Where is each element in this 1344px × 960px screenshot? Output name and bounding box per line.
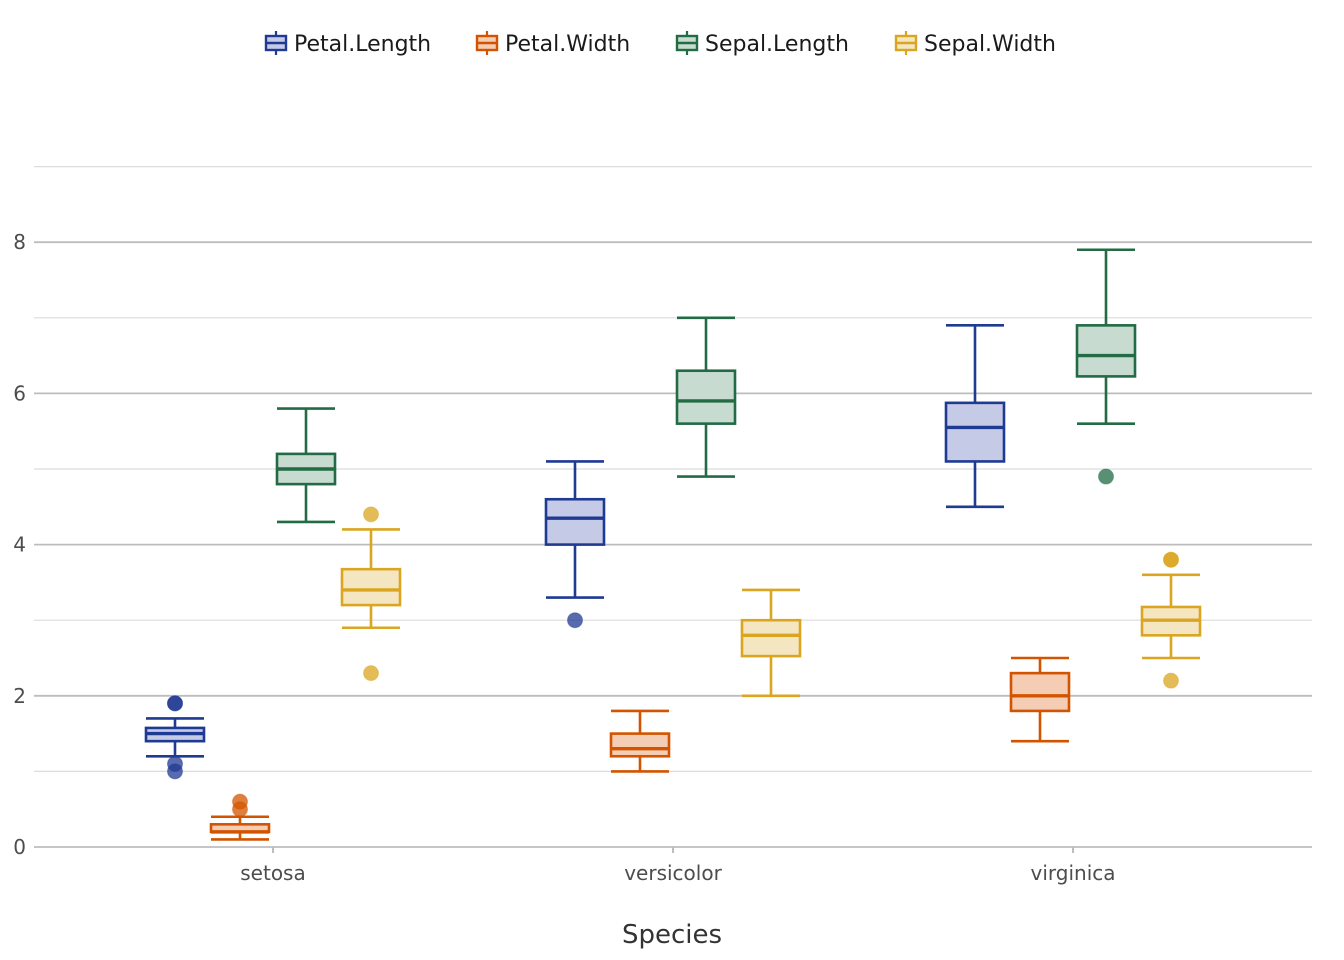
y-tick-label: 4 [13,533,26,557]
x-tick-label: versicolor [624,861,722,885]
y-tick-label: 0 [13,835,26,859]
legend[interactable]: Petal.Length Petal.Width Sepal.Length Sepal… [264,31,1056,57]
box-setosa[interactable] [340,567,402,607]
box-versicolor[interactable] [740,618,802,658]
legend-item-petal-width[interactable]: Petal.Width [475,31,630,57]
legend-label: Petal.Width [505,32,630,57]
box-virginica[interactable] [944,401,1006,463]
legend-label: Sepal.Length [705,32,849,57]
series-petal-width [209,656,1071,841]
legend-item-petal-length[interactable]: Petal.Length [264,31,431,57]
legend-item-sepal-width[interactable]: Sepal.Width [894,31,1056,57]
series-sepal-length [275,248,1137,524]
x-tick-label: setosa [240,861,305,885]
x-axis-title: Species [622,920,722,950]
outlier-point[interactable] [1098,468,1114,485]
legend-label: Sepal.Width [924,32,1056,57]
outlier-point[interactable] [363,665,379,682]
legend-label: Petal.Length [294,32,431,57]
legend-item-sepal-length[interactable]: Sepal.Length [675,31,849,57]
outlier-point[interactable] [1163,551,1179,568]
outlier-point[interactable] [167,695,183,712]
axis-layer: 0 2 4 6 8 setosa versicolor virginica [13,230,1115,885]
outlier-point[interactable] [167,755,183,772]
y-tick-label: 6 [13,381,26,405]
grid-layer [34,166,1312,848]
outlier-point[interactable] [1163,672,1179,689]
box-versicolor[interactable] [609,732,671,758]
box-layer [144,248,1202,841]
x-tick-label: virginica [1031,861,1116,885]
series-petal-length [144,324,1006,780]
box-virginica[interactable] [1009,671,1071,713]
box-versicolor[interactable] [675,369,737,425]
series-sepal-width [340,506,1202,698]
outlier-point[interactable] [567,612,583,629]
y-tick-label: 8 [13,230,26,254]
box-versicolor[interactable] [544,497,606,546]
outlier-point[interactable] [363,506,379,523]
outlier-point[interactable] [232,793,248,810]
box-virginica[interactable] [1075,324,1137,378]
y-tick-label: 2 [13,684,26,708]
